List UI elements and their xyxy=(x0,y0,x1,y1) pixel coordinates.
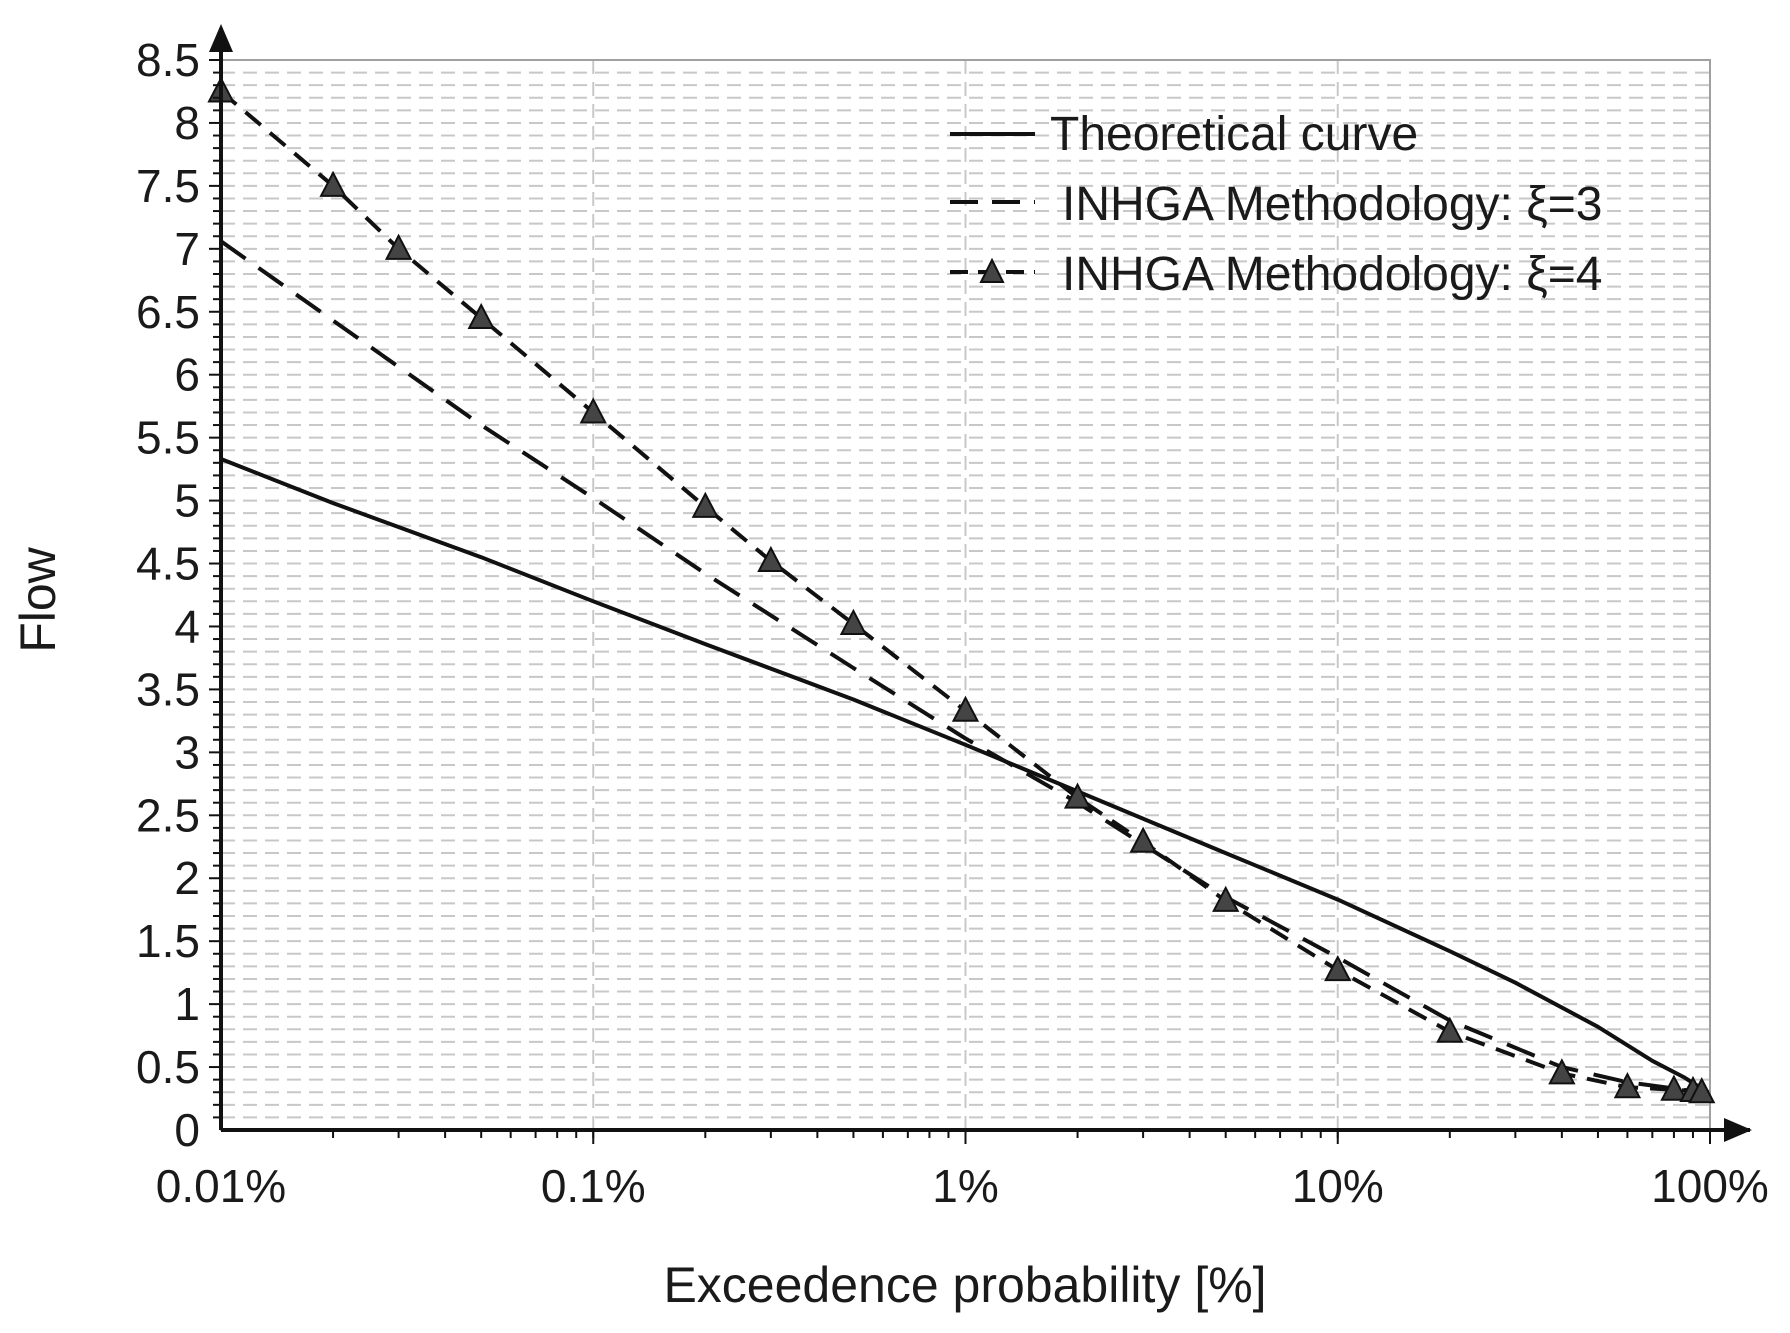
triangle-marker xyxy=(319,170,347,197)
triangle-marker xyxy=(1129,826,1157,853)
y-tick-label: 2 xyxy=(174,852,200,904)
x-axis-title: Exceedence probability [%] xyxy=(663,1257,1266,1313)
grid xyxy=(221,60,1711,1130)
y-tick-label: 5 xyxy=(174,475,200,527)
y-tick-label: 8.5 xyxy=(136,34,200,86)
y-tick-label: 1.5 xyxy=(136,915,200,967)
triangle-marker xyxy=(579,397,607,424)
legend-label-theoretical: Theoretical curve xyxy=(1050,108,1418,161)
y-axis-title: Flow xyxy=(10,546,66,652)
y-tick-label: 7.5 xyxy=(136,160,200,212)
x-tick-label: 1% xyxy=(932,1160,998,1212)
y-tick-label: 3.5 xyxy=(136,663,200,715)
triangle-marker xyxy=(1660,1074,1688,1101)
triangle-marker xyxy=(1063,782,1092,809)
x-axis-arrow xyxy=(1724,1118,1752,1142)
y-tick-label: 8 xyxy=(174,97,200,149)
y-tick-label: 5.5 xyxy=(136,412,200,464)
y-tick-label: 0 xyxy=(174,1104,200,1156)
x-tick-label: 0.01% xyxy=(156,1160,286,1212)
y-tick-label: 3 xyxy=(174,726,200,778)
triangle-marker xyxy=(1688,1077,1716,1104)
x-tick-label: 10% xyxy=(1292,1160,1384,1212)
triangle-marker xyxy=(839,608,868,635)
triangle-marker xyxy=(1324,954,1352,982)
legend: Theoretical curve INHGA Methodology: ξ=3… xyxy=(950,108,1602,301)
y-tick-label: 7 xyxy=(174,223,200,275)
y-axis-arrow xyxy=(209,24,233,52)
y-tick-label: 6 xyxy=(174,349,200,401)
triangle-marker xyxy=(757,545,785,573)
triangle-marker xyxy=(1613,1072,1642,1099)
y-tick-label: 1 xyxy=(174,978,200,1030)
triangle-marker xyxy=(951,695,980,722)
series-layer xyxy=(207,76,1716,1104)
triangle-marker xyxy=(1212,885,1240,912)
triangle-marker xyxy=(1548,1058,1576,1085)
x-tick-label: 100% xyxy=(1651,1160,1769,1212)
x-tick-label: 0.1% xyxy=(541,1160,646,1212)
triangle-marker xyxy=(691,491,719,518)
y-tick-label: 4 xyxy=(174,600,200,652)
triangle-marker xyxy=(384,233,413,260)
axes xyxy=(209,24,1752,1144)
triangle-marker xyxy=(467,302,495,330)
y-tick-label: 0.5 xyxy=(136,1041,200,1093)
legend-label-xi4: INHGA Methodology: ξ=4 xyxy=(1062,248,1602,301)
y-tick-label: 6.5 xyxy=(136,286,200,338)
triangle-marker xyxy=(1436,1016,1464,1043)
series-line-0 xyxy=(220,457,1710,1094)
legend-label-xi3: INHGA Methodology: ξ=3 xyxy=(1062,178,1602,231)
tick-labels: 0 0.5 1 1.5 2 2.5 3 3.5 4 4.5 5 5.5 6 6.5 7 7.5 8 8.5 0.01… xyxy=(136,34,1769,1212)
y-tick-label: 2.5 xyxy=(136,789,200,841)
legend-marker-xi4 xyxy=(979,257,1005,283)
y-tick-label: 4.5 xyxy=(136,538,200,590)
